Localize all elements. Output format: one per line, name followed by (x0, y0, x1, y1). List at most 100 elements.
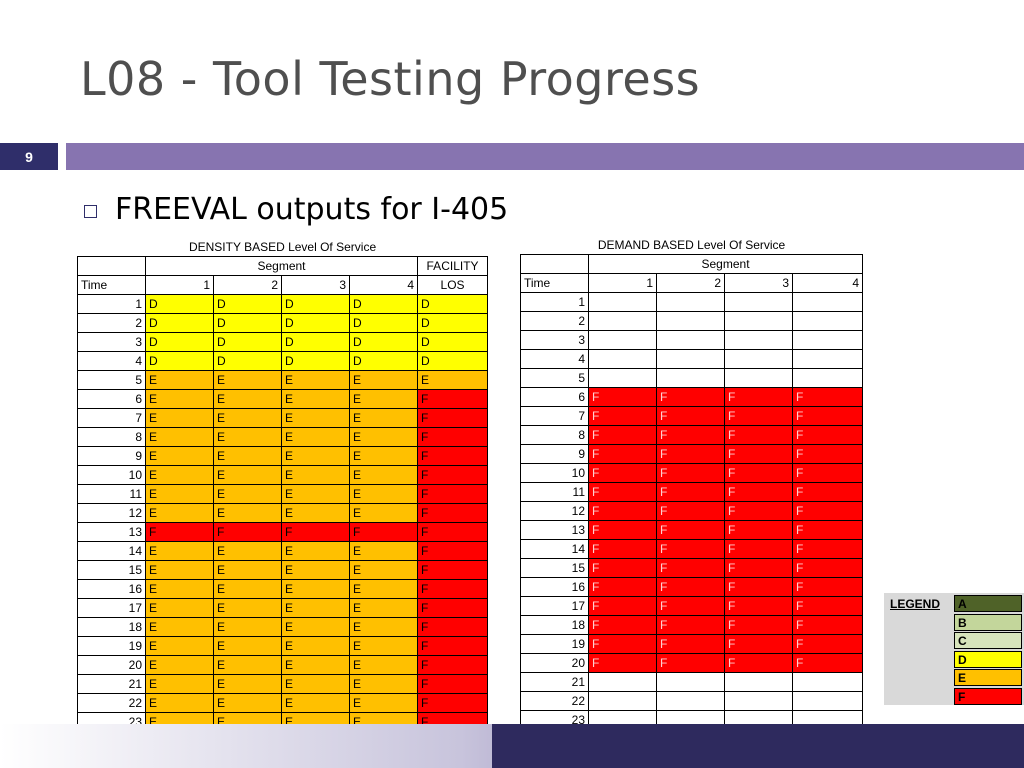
los-cell (724, 311, 793, 331)
facility-los-cell: F (416, 579, 489, 599)
los-cell (656, 368, 725, 388)
table-row: 1 (520, 292, 864, 312)
los-cell: D (213, 332, 282, 352)
los-cell (656, 330, 725, 350)
los-cell: E (349, 560, 418, 580)
los-cell: F (791, 387, 864, 407)
time-cell: 7 (77, 408, 146, 428)
los-cell: F (145, 522, 214, 542)
los-cell: E (213, 541, 282, 561)
legend-item: A (954, 595, 1022, 612)
los-cell: E (349, 484, 418, 504)
los-cell: F (656, 615, 725, 635)
los-cell: F (656, 596, 725, 616)
los-cell: F (588, 444, 657, 464)
time-cell: 22 (520, 691, 589, 711)
los-cell: E (145, 655, 214, 675)
los-cell: F (588, 596, 657, 616)
demand-segment-header: Segment (587, 254, 864, 274)
facility-los-cell: F (416, 389, 489, 409)
time-cell: 16 (520, 577, 589, 597)
time-cell: 19 (520, 634, 589, 654)
los-cell: F (588, 425, 657, 445)
demand-segment-col: 1 (588, 273, 657, 293)
table-row: 15 E E E E F (77, 560, 489, 580)
facility-los-cell: D (416, 313, 489, 333)
los-cell: F (791, 539, 864, 559)
los-cell: E (281, 655, 350, 675)
los-cell: E (213, 389, 282, 409)
los-cell (791, 292, 864, 312)
los-cell: F (588, 539, 657, 559)
los-cell: E (213, 560, 282, 580)
time-cell: 13 (77, 522, 146, 542)
time-cell: 21 (520, 672, 589, 692)
time-cell: 3 (77, 332, 146, 352)
facility-los-cell: D (416, 351, 489, 371)
table-row: 3 (520, 330, 864, 350)
time-cell: 10 (77, 465, 146, 485)
table-row: 15 F F F F (520, 558, 864, 578)
los-cell: F (724, 463, 793, 483)
bullet-text: FREEVAL outputs for I-405 (115, 192, 509, 227)
time-cell: 3 (520, 330, 589, 350)
los-cell: E (281, 427, 350, 447)
time-cell: 8 (520, 425, 589, 445)
los-cell: E (145, 446, 214, 466)
facility-los-cell: F (416, 503, 489, 523)
los-cell: D (349, 294, 418, 314)
table-row: 20 E E E E F (77, 655, 489, 675)
los-cell: D (349, 351, 418, 371)
time-cell: 5 (77, 370, 146, 390)
time-cell: 2 (520, 311, 589, 331)
los-cell: F (724, 482, 793, 502)
table-row: 22 E E E E F (77, 693, 489, 713)
los-cell: F (588, 577, 657, 597)
los-cell: D (213, 294, 282, 314)
los-cell: E (281, 465, 350, 485)
los-cell: F (791, 444, 864, 464)
density-time-header: Time (77, 275, 146, 295)
legend-label: LEGEND (890, 597, 941, 611)
time-cell: 15 (77, 560, 146, 580)
table-row: 20 F F F F (520, 653, 864, 673)
facility-los-cell: F (416, 408, 489, 428)
los-cell: D (349, 332, 418, 352)
los-cell: E (281, 503, 350, 523)
time-cell: 13 (520, 520, 589, 540)
los-cell: F (656, 501, 725, 521)
los-cell: F (791, 615, 864, 635)
table-row: 14 F F F F (520, 539, 864, 559)
los-cell (588, 691, 657, 711)
los-cell: E (213, 636, 282, 656)
los-cell (588, 292, 657, 312)
los-cell: F (656, 539, 725, 559)
los-cell: F (791, 520, 864, 540)
los-cell: E (281, 446, 350, 466)
los-cell: F (724, 539, 793, 559)
facility-los-cell: F (416, 617, 489, 637)
los-cell: E (349, 541, 418, 561)
table-row: 17 F F F F (520, 596, 864, 616)
facility-los-cell: F (416, 541, 489, 561)
slide-title: L08 - Tool Testing Progress (80, 52, 701, 106)
los-cell: F (724, 577, 793, 597)
los-cell: E (281, 541, 350, 561)
los-cell (791, 691, 864, 711)
footer-bar (492, 724, 1024, 768)
los-cell (724, 292, 793, 312)
demand-los-table: DEMAND BASED Level Of Service Segment Ti… (520, 236, 864, 749)
los-cell (724, 672, 793, 692)
los-cell: E (145, 465, 214, 485)
los-cell: E (213, 427, 282, 447)
los-cell: E (145, 427, 214, 447)
table-row: 12 F F F F (520, 501, 864, 521)
los-cell: E (213, 408, 282, 428)
los-cell: E (281, 693, 350, 713)
los-cell: E (349, 598, 418, 618)
los-cell: F (588, 463, 657, 483)
table-row: 5 (520, 368, 864, 388)
los-cell: E (349, 636, 418, 656)
table-row: 17 E E E E F (77, 598, 489, 618)
los-cell: F (724, 596, 793, 616)
